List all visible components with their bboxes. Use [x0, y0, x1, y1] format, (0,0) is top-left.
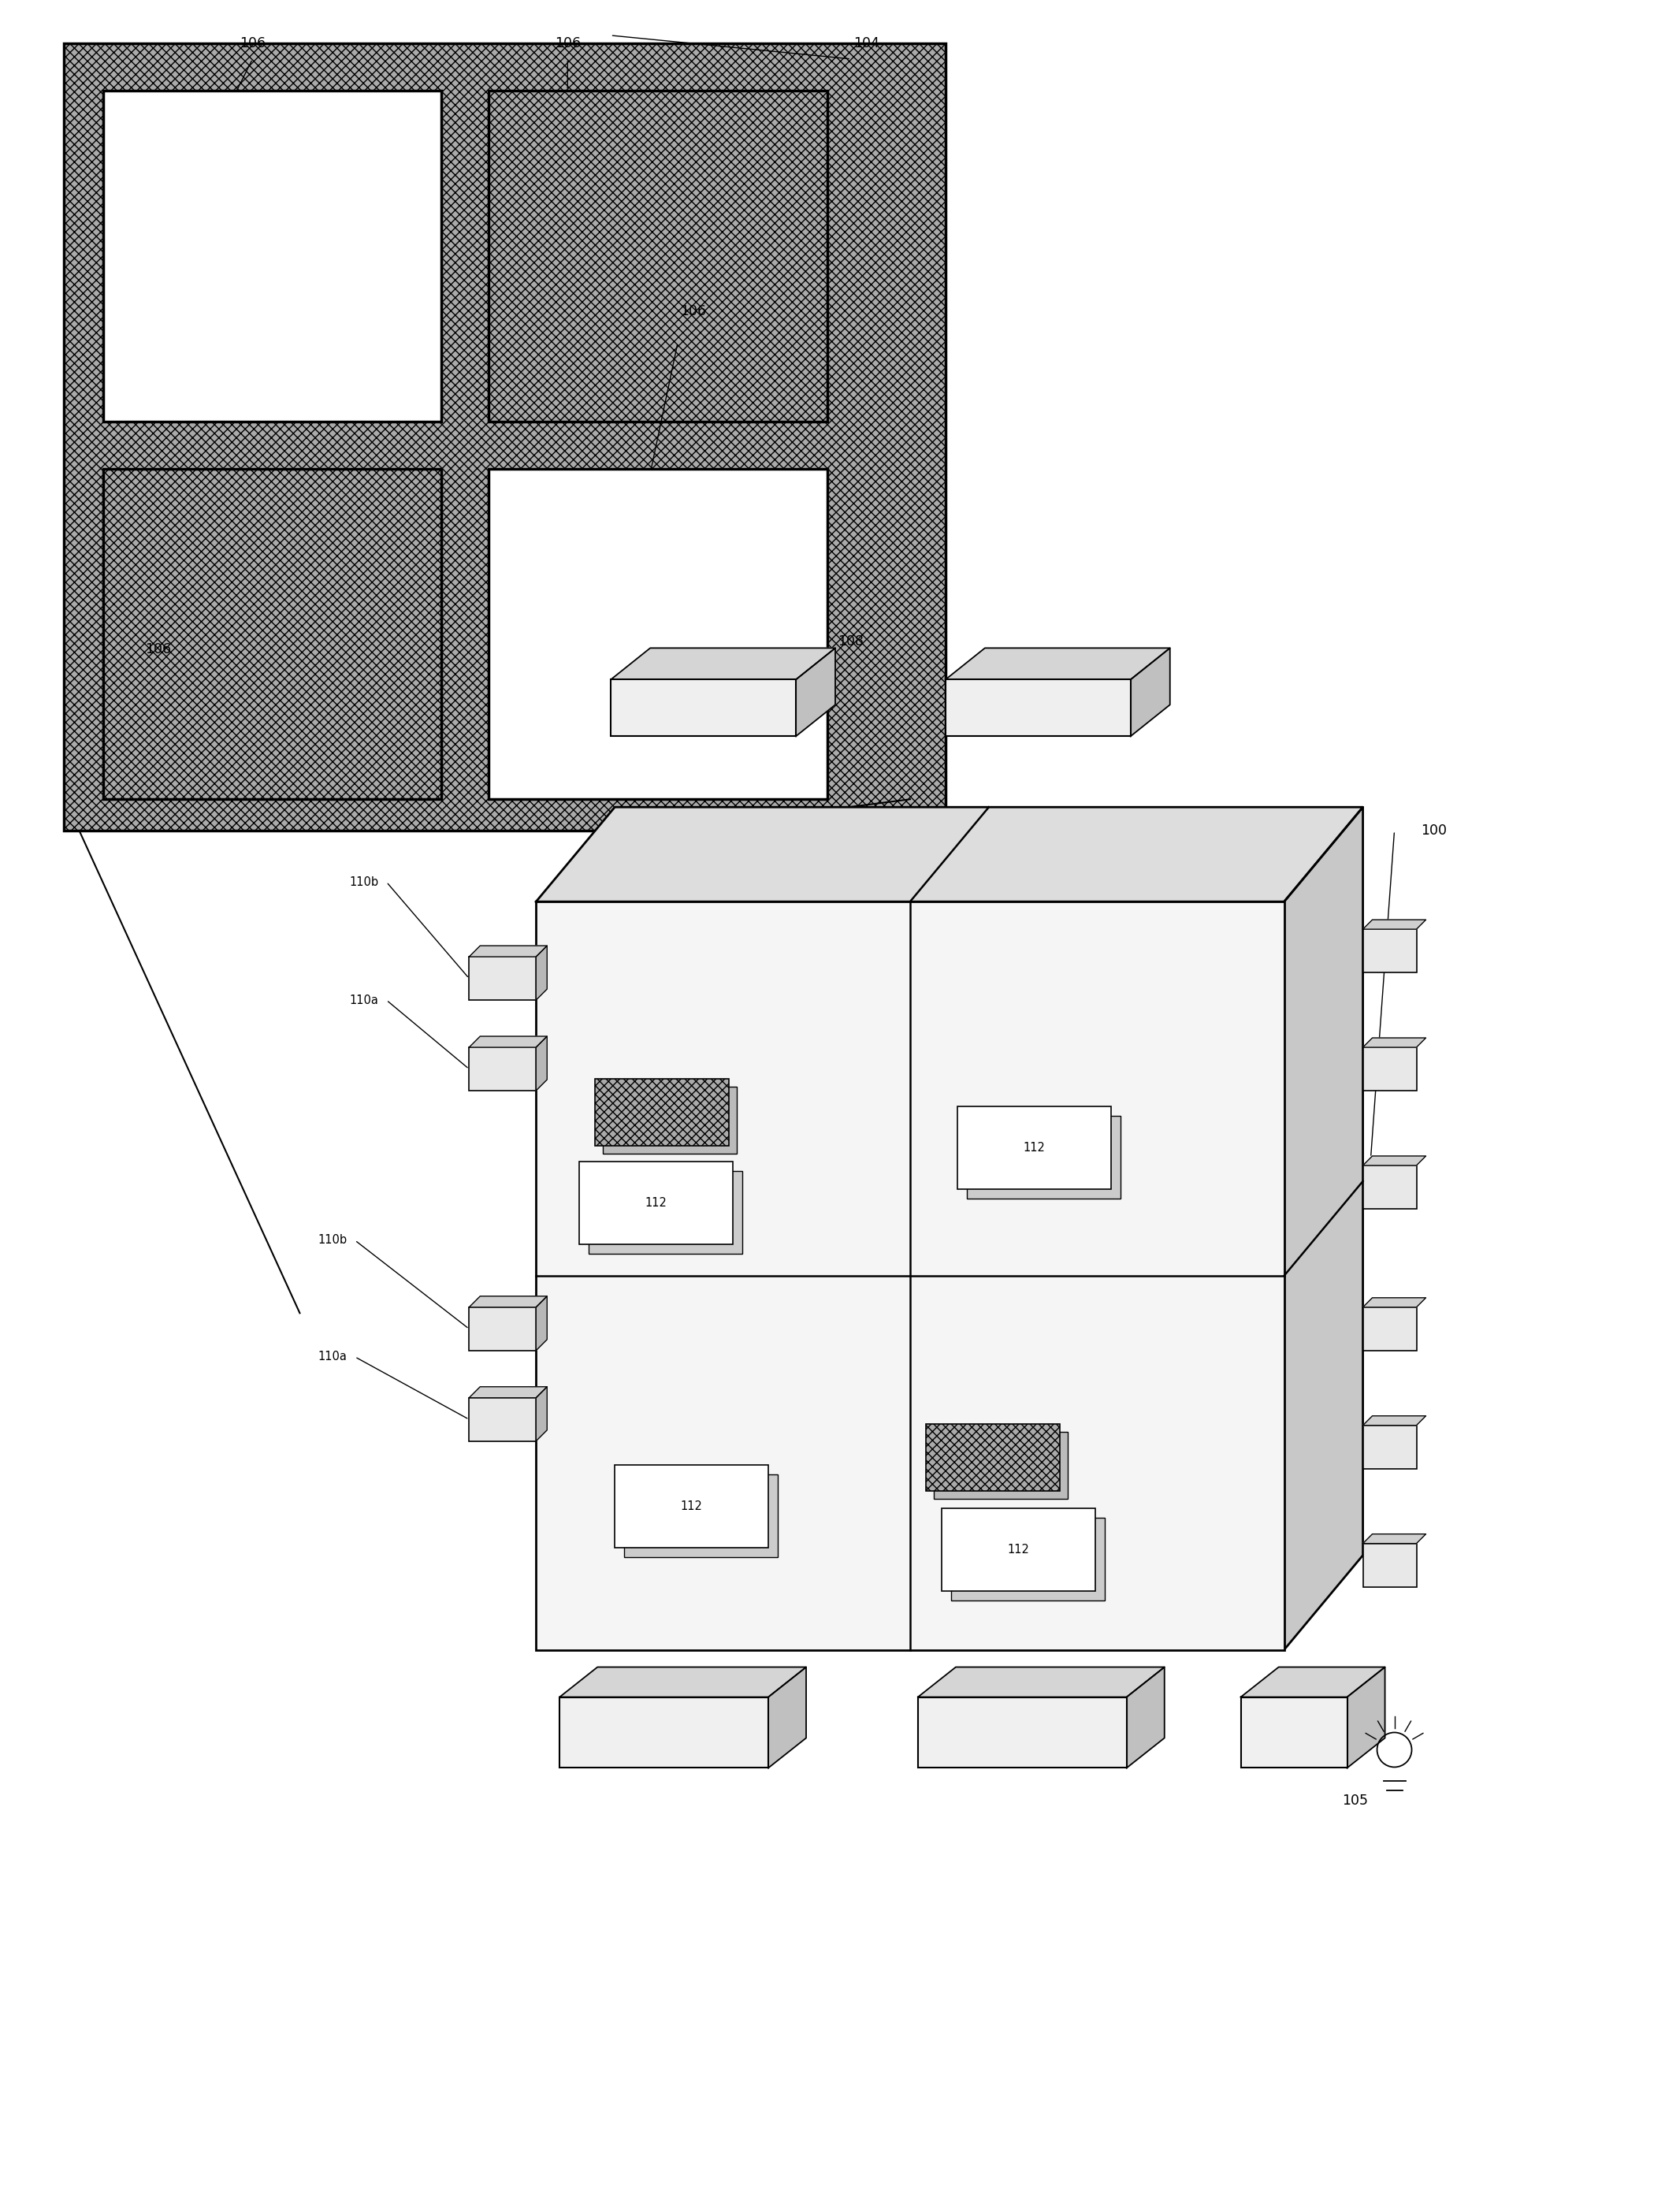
Polygon shape — [1362, 1038, 1426, 1047]
Polygon shape — [1347, 1668, 1384, 1768]
Bar — [1362, 1165, 1416, 1209]
Bar — [469, 957, 536, 999]
Polygon shape — [536, 947, 548, 999]
Bar — [603, 1086, 738, 1154]
Bar — [1362, 1425, 1416, 1469]
Text: 110b: 110b — [349, 877, 378, 888]
Bar — [917, 1696, 1127, 1768]
Polygon shape — [946, 647, 1169, 680]
Bar — [612, 680, 796, 737]
Polygon shape — [469, 1386, 548, 1397]
Text: 112: 112 — [1008, 1543, 1030, 1554]
Text: 100: 100 — [1421, 824, 1446, 837]
Polygon shape — [917, 1668, 1164, 1696]
Polygon shape — [536, 1036, 548, 1091]
Polygon shape — [1242, 1668, 1384, 1696]
Polygon shape — [1362, 920, 1426, 929]
Polygon shape — [1362, 1535, 1426, 1543]
Polygon shape — [612, 647, 835, 680]
Bar — [1242, 1696, 1347, 1768]
Text: 106: 106 — [680, 304, 707, 319]
Polygon shape — [1362, 1417, 1426, 1425]
Polygon shape — [1127, 1668, 1164, 1768]
Bar — [595, 1080, 729, 1145]
Polygon shape — [469, 1296, 548, 1307]
Bar — [102, 468, 442, 800]
Polygon shape — [536, 807, 1362, 901]
Text: 112: 112 — [645, 1198, 667, 1209]
Text: 102b: 102b — [1151, 1014, 1179, 1025]
Text: 114: 114 — [1077, 1250, 1099, 1261]
Text: 102d: 102d — [914, 1296, 944, 1309]
Bar — [489, 468, 828, 800]
Bar — [1362, 929, 1416, 973]
Bar — [102, 90, 442, 422]
Polygon shape — [1362, 1298, 1426, 1307]
Polygon shape — [536, 1386, 548, 1441]
Bar — [1362, 1047, 1416, 1091]
Polygon shape — [559, 1668, 806, 1696]
Bar — [588, 1172, 743, 1253]
Text: 105: 105 — [1342, 1795, 1368, 1808]
Text: 106: 106 — [240, 37, 265, 50]
Bar — [469, 1307, 536, 1351]
Polygon shape — [796, 647, 835, 737]
Bar — [946, 680, 1131, 737]
Bar — [958, 1106, 1110, 1189]
Text: 110a: 110a — [318, 1351, 348, 1362]
Polygon shape — [768, 1668, 806, 1768]
Text: 114: 114 — [746, 903, 768, 916]
Text: 110b: 110b — [318, 1235, 348, 1246]
Bar — [625, 1473, 778, 1556]
Text: 110a: 110a — [349, 995, 378, 1006]
Bar — [926, 1423, 1060, 1491]
Polygon shape — [1284, 807, 1362, 1650]
Polygon shape — [1362, 1156, 1426, 1165]
Text: 112: 112 — [1023, 1141, 1045, 1154]
Polygon shape — [536, 1296, 548, 1351]
Bar — [64, 44, 946, 831]
Text: 102a: 102a — [568, 927, 596, 940]
Bar — [941, 1508, 1095, 1591]
Bar — [1362, 1307, 1416, 1351]
Bar — [1362, 1543, 1416, 1587]
Bar — [951, 1517, 1104, 1600]
Bar — [559, 1696, 768, 1768]
Text: 108: 108 — [838, 634, 864, 649]
Bar — [489, 90, 828, 422]
Bar — [580, 1161, 732, 1244]
Bar — [615, 1465, 768, 1548]
Text: 104: 104 — [853, 37, 880, 50]
Text: 112: 112 — [680, 1500, 702, 1513]
Bar — [469, 1397, 536, 1441]
Text: 106: 106 — [144, 643, 171, 656]
Polygon shape — [469, 947, 548, 957]
Polygon shape — [1131, 647, 1169, 737]
Polygon shape — [469, 1036, 548, 1047]
Bar — [966, 1115, 1121, 1198]
Bar — [536, 901, 1284, 1650]
Bar — [934, 1432, 1067, 1500]
Text: 102c: 102c — [568, 1314, 596, 1325]
Text: 106: 106 — [554, 37, 581, 50]
Bar — [469, 1047, 536, 1091]
